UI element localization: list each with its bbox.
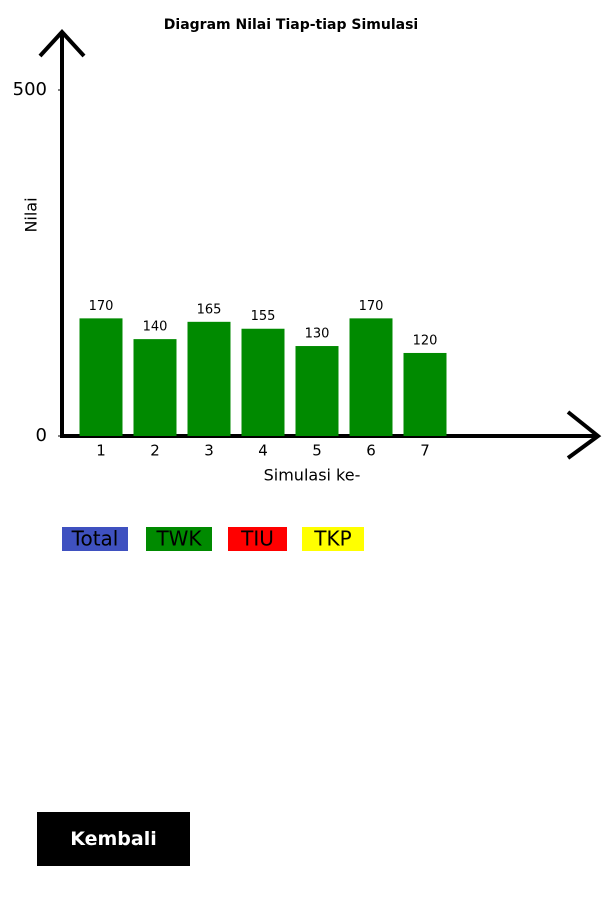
x-tick-label: 2 (150, 442, 160, 460)
value-label: 170 (89, 299, 114, 314)
x-tick-label: 3 (204, 442, 214, 460)
bar (403, 352, 447, 436)
legend-swatch[interactable] (302, 527, 364, 551)
bar (241, 328, 285, 436)
legend-label[interactable]: TWK (155, 527, 202, 551)
legend-label[interactable]: Total (71, 527, 119, 551)
value-label: 165 (197, 302, 222, 317)
legend-swatch[interactable] (62, 527, 128, 551)
x-tick-label: 1 (96, 442, 106, 460)
bar (79, 318, 123, 436)
x-tick-label: 5 (312, 442, 322, 460)
value-label: 120 (413, 333, 438, 348)
bar (187, 321, 231, 436)
chart-title: Diagram Nilai Tiap-tiap Simulasi (164, 17, 418, 33)
value-label: 155 (251, 309, 276, 324)
legend-swatch[interactable] (146, 527, 212, 551)
back-button[interactable]: Kembali (37, 812, 190, 866)
bar (295, 346, 339, 436)
value-label: 170 (359, 299, 384, 314)
y-tick-label: 500 (13, 79, 47, 100)
x-tick-label: 4 (258, 442, 268, 460)
bar (133, 339, 177, 436)
x-tick-label: 7 (420, 442, 430, 460)
y-axis-label: Nilai (22, 197, 41, 232)
x-axis-label: Simulasi ke- (264, 466, 361, 485)
y-tick-label: 0 (36, 425, 47, 446)
legend-label[interactable]: TKP (313, 527, 351, 551)
value-label: 140 (143, 320, 168, 335)
legend-label[interactable]: TIU (240, 527, 274, 551)
bar (349, 318, 393, 436)
legend-swatch[interactable] (228, 527, 287, 551)
value-label: 130 (305, 327, 330, 342)
x-tick-label: 6 (366, 442, 376, 460)
chart: Diagram Nilai Tiap-tiap Simulasi Nilai S… (13, 17, 602, 551)
